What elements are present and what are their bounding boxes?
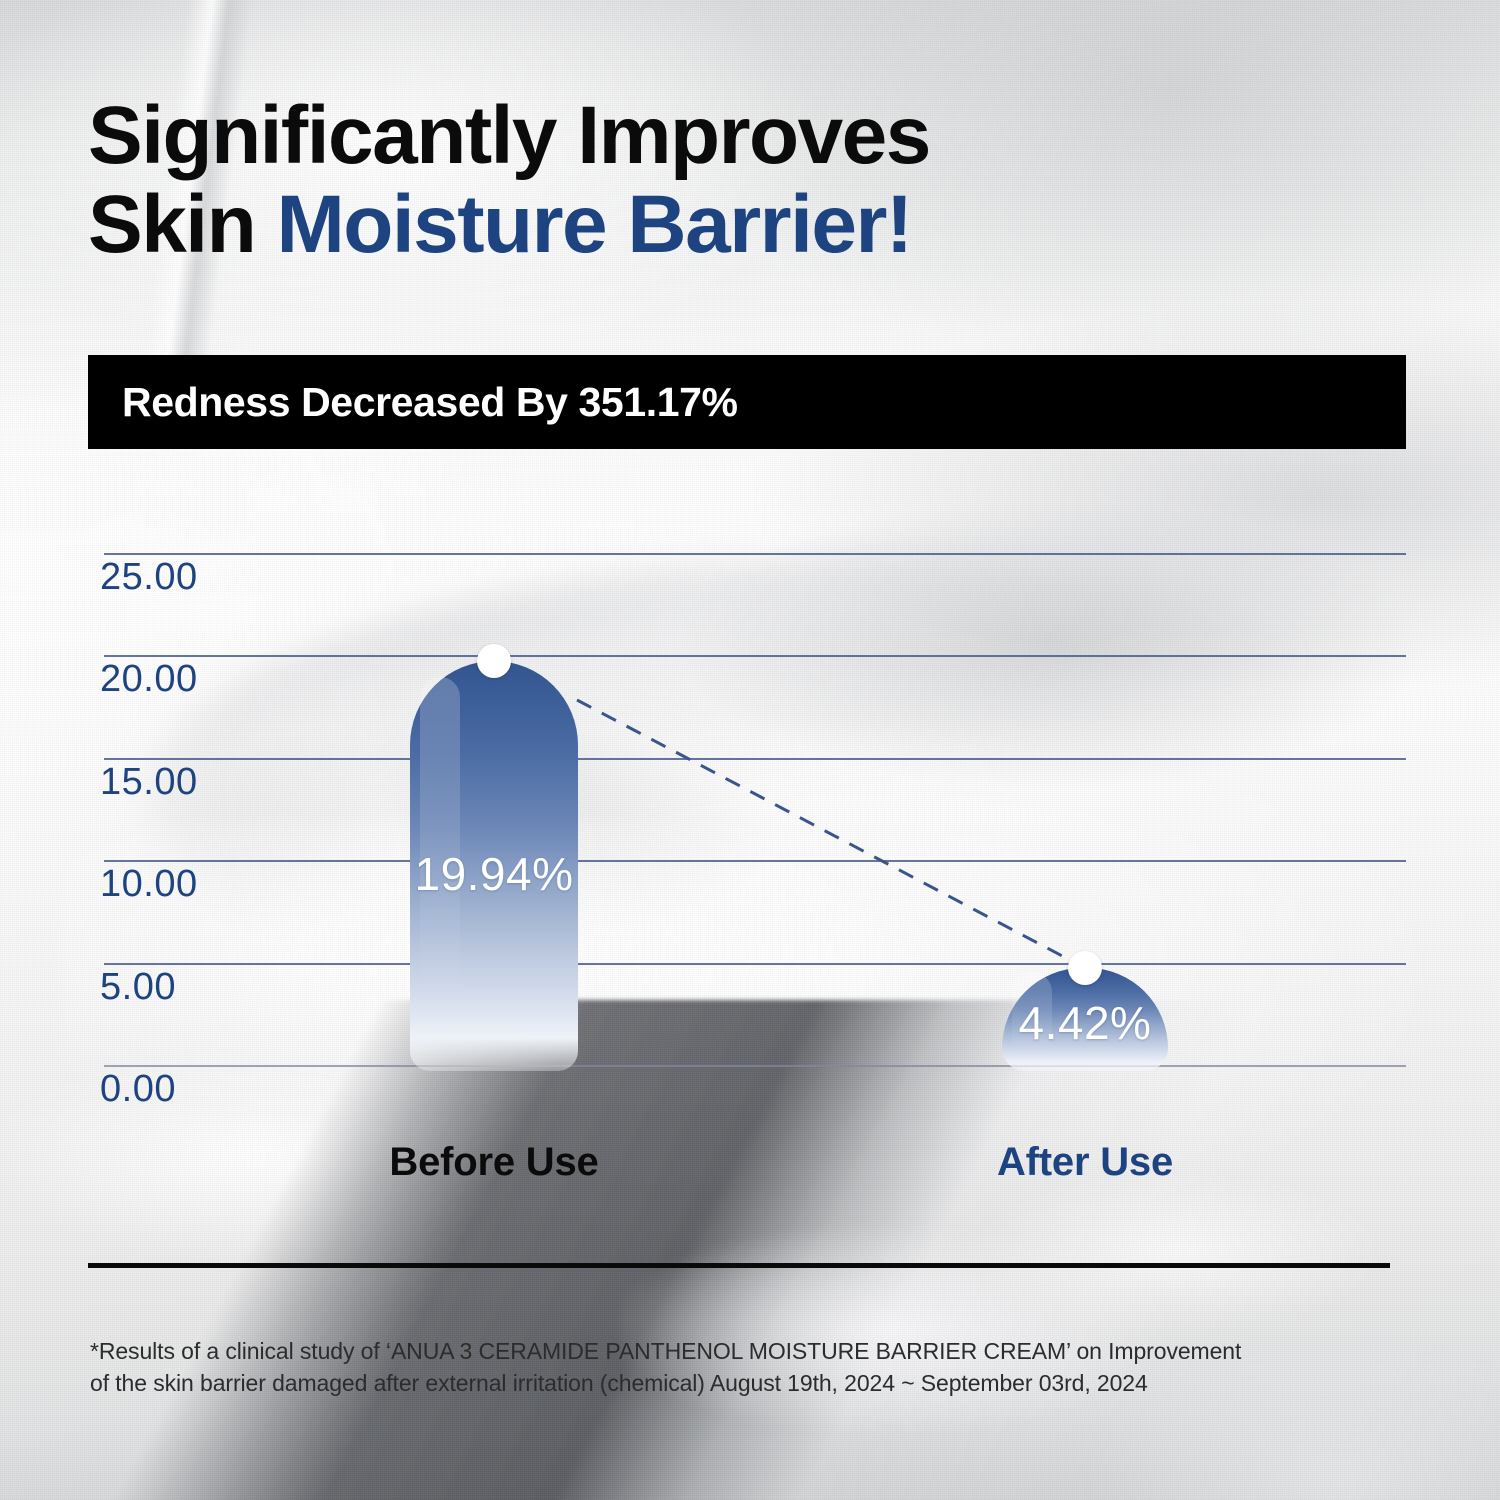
trend-connector [576, 698, 1086, 970]
bar-before-use-value: 19.94% [414, 848, 574, 900]
data-marker-after-use [1068, 951, 1102, 985]
result-banner: Redness Decreased By 351.17% [88, 355, 1406, 449]
bottom-cream-detail [620, 1140, 1500, 1500]
bar-before-use-shape [410, 661, 578, 1071]
gridline-5 [104, 963, 1406, 965]
gridline-25 [104, 553, 1406, 555]
y-tick-0: 0.00 [100, 1068, 176, 1110]
headline-line-1: Significantly Improves [88, 90, 931, 181]
footnote-line-2: of the skin barrier damaged after extern… [90, 1369, 1148, 1396]
y-tick-20: 20.00 [100, 658, 198, 700]
footer-divider [88, 1263, 1390, 1268]
bar-before-use: 19.94% [410, 661, 578, 1071]
y-tick-25: 25.00 [100, 556, 198, 598]
y-tick-15: 15.00 [100, 761, 198, 803]
result-banner-text: Redness Decreased By 351.17% [122, 378, 738, 425]
bar-after-use-value: 4.42% [1018, 997, 1152, 1049]
gridline-20 [104, 655, 1406, 657]
x-label-after-use: After Use [996, 1140, 1174, 1184]
page-title: Significantly Improves Skin Moisture Bar… [88, 90, 1188, 270]
bar-chart: 25.00 20.00 15.00 10.00 5.00 0.00 19.94%… [100, 553, 1406, 1184]
data-marker-before-use [477, 644, 511, 678]
headline-line-2-blue: Moisture Barrier! [276, 178, 913, 270]
gridline-10 [104, 860, 1406, 862]
y-tick-10: 10.00 [100, 863, 198, 905]
y-tick-5: 5.00 [100, 966, 176, 1008]
footnote-line-1: *Results of a clinical study of ‘ANUA 3 … [90, 1338, 1242, 1364]
headline-line-2-black: Skin [88, 178, 277, 270]
gridline-0 [104, 1065, 1406, 1067]
x-label-before-use: Before Use [389, 1140, 599, 1184]
footnote: *Results of a clinical study of ‘ANUA 3 … [90, 1336, 1410, 1399]
gridline-15 [104, 758, 1406, 760]
